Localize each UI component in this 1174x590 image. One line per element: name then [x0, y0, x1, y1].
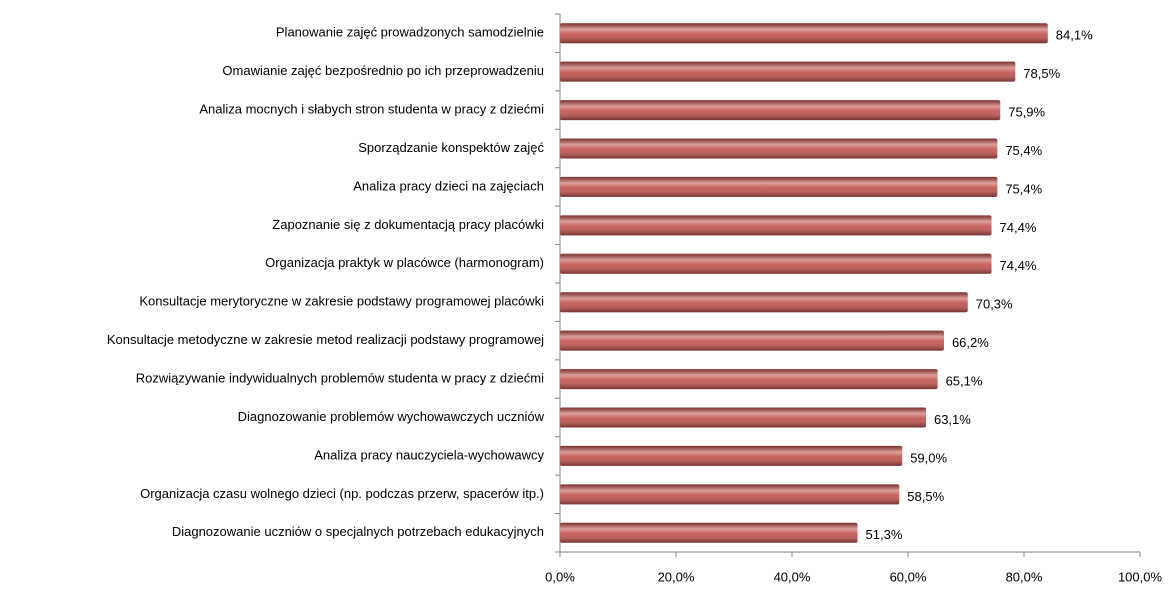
bar-shading: [560, 23, 1048, 44]
data-label: 59,0%: [910, 450, 947, 465]
bar-shading: [560, 369, 938, 390]
category-label: Zapoznanie się z dokumentacją pracy plac…: [272, 217, 544, 232]
bar-shading: [560, 215, 992, 236]
x-tick-label: 20,0%: [658, 569, 695, 584]
category-label: Diagnozowanie problemów wychowawczych uc…: [238, 409, 545, 424]
category-label: Planowanie zajęć prowadzonych samodzieln…: [276, 25, 544, 40]
data-label: 75,4%: [1005, 143, 1042, 158]
data-label: 51,3%: [866, 527, 903, 542]
x-tick-label: 40,0%: [774, 569, 811, 584]
data-label: 63,1%: [934, 412, 971, 427]
data-label: 65,1%: [946, 374, 983, 389]
data-label: 70,3%: [976, 297, 1013, 312]
data-label: 75,9%: [1008, 105, 1045, 120]
data-label: 58,5%: [907, 489, 944, 504]
category-label: Organizacja czasu wolnego dzieci (np. po…: [140, 486, 544, 501]
data-label: 66,2%: [952, 335, 989, 350]
data-label: 84,1%: [1056, 28, 1093, 43]
category-label: Konsultacje merytoryczne w zakresie pods…: [139, 294, 544, 309]
bar-shading: [560, 407, 926, 428]
bar-shading: [560, 253, 992, 274]
data-label: 74,4%: [1000, 258, 1037, 273]
bar-shading: [560, 445, 903, 466]
category-label: Analiza pracy dzieci na zajęciach: [353, 178, 544, 193]
data-label: 78,5%: [1023, 66, 1060, 81]
category-label: Rozwiązywanie indywidualnych problemów s…: [136, 371, 544, 386]
category-label: Konsultacje metodyczne w zakresie metod …: [107, 332, 544, 347]
x-tick-label: 100,0%: [1118, 569, 1163, 584]
category-label: Sporządzanie konspektów zajęć: [358, 140, 544, 155]
bar-shading: [560, 176, 998, 197]
category-label: Organizacja praktyk w placówce (harmonog…: [265, 255, 544, 270]
category-label: Diagnozowanie uczniów o specjalnych potr…: [172, 524, 544, 539]
category-label: Analiza mocnych i słabych stron studenta…: [199, 102, 544, 117]
bar-shading: [560, 61, 1016, 82]
x-tick-label: 80,0%: [1006, 569, 1043, 584]
x-tick-label: 0,0%: [545, 569, 575, 584]
bar-shading: [560, 484, 900, 505]
bar-shading: [560, 292, 968, 313]
bar-shading: [560, 100, 1001, 121]
category-label: Analiza pracy nauczyciela-wychowawcy: [314, 447, 544, 462]
category-label: Omawianie zajęć bezpośrednio po ich prze…: [222, 63, 544, 78]
data-label: 75,4%: [1005, 181, 1042, 196]
bar-shading: [560, 330, 944, 351]
data-label: 74,4%: [1000, 220, 1037, 235]
bar-shading: [560, 522, 858, 543]
bar-shading: [560, 138, 998, 159]
x-tick-label: 60,0%: [890, 569, 927, 584]
